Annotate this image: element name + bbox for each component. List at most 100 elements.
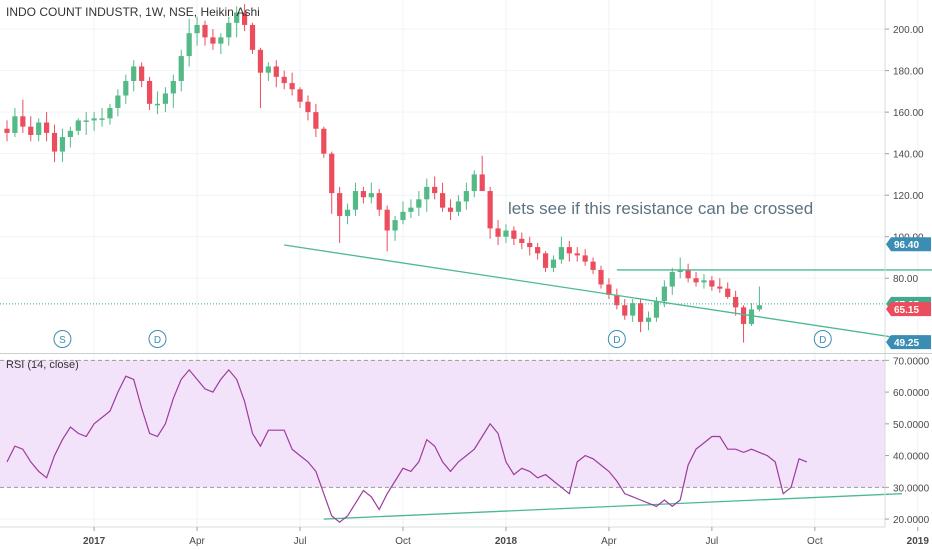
candle-down bbox=[590, 257, 596, 275]
dividend-marker[interactable]: D bbox=[813, 330, 832, 348]
candle-body bbox=[202, 24, 208, 38]
candle-body bbox=[360, 191, 366, 198]
time-axis[interactable]: 2017AprJulOct2018AprJulOct2019Apr bbox=[83, 527, 932, 547]
candle-body bbox=[162, 93, 168, 104]
candle-body bbox=[542, 253, 549, 268]
candle-body bbox=[408, 207, 414, 212]
candle-body bbox=[709, 280, 715, 287]
dividend-marker[interactable]: D bbox=[607, 330, 626, 348]
candle-down bbox=[28, 116, 34, 142]
candle-down bbox=[337, 186, 343, 243]
candle-up bbox=[424, 178, 430, 212]
candle-body bbox=[384, 209, 390, 231]
candle-down bbox=[542, 251, 549, 273]
candle-body bbox=[123, 80, 129, 96]
candle-body bbox=[186, 33, 192, 57]
candle-down bbox=[20, 99, 26, 133]
candle-body bbox=[249, 24, 256, 50]
candle-body bbox=[44, 122, 50, 133]
candle-body bbox=[392, 220, 398, 231]
rsi-axis[interactable]: 20.0000 30.0000 40.0000 50.0000 60.0000 70.00… bbox=[885, 356, 930, 526]
candle-down bbox=[685, 263, 691, 283]
rsi-bound-lines bbox=[0, 359, 885, 488]
candle-down bbox=[360, 186, 366, 204]
candle-body bbox=[487, 191, 493, 229]
candle-body bbox=[424, 186, 430, 200]
candle-up bbox=[75, 118, 81, 135]
candle-up bbox=[416, 191, 422, 216]
candle-body bbox=[701, 280, 707, 283]
trendlines[interactable] bbox=[284, 244, 932, 520]
candle-body bbox=[139, 66, 145, 81]
candle-body bbox=[535, 247, 541, 254]
marker-letter: D bbox=[819, 335, 826, 346]
price-tick-label: 180.00 bbox=[893, 67, 924, 78]
candle-body bbox=[329, 153, 335, 194]
rsi-line bbox=[6, 368, 808, 523]
annotation-text[interactable]: lets see if this resistance can be cross… bbox=[508, 199, 813, 218]
candle-down bbox=[273, 60, 279, 88]
dividend-marker[interactable]: D bbox=[148, 330, 167, 348]
candle-up bbox=[368, 182, 374, 204]
candle-up bbox=[186, 18, 192, 67]
candle-body bbox=[550, 259, 557, 268]
candle-up bbox=[36, 118, 42, 142]
candle-down bbox=[242, 4, 248, 32]
split-marker[interactable]: S bbox=[53, 330, 72, 348]
candle-down bbox=[606, 278, 612, 300]
price-tag-label: 65.15 bbox=[894, 305, 919, 316]
candle-body bbox=[20, 116, 26, 127]
price-tag: 96.40 bbox=[886, 237, 931, 252]
candle-down bbox=[440, 182, 446, 212]
candle-body bbox=[51, 132, 58, 152]
candle-body bbox=[368, 193, 374, 198]
candle-down bbox=[376, 188, 382, 216]
candle-down bbox=[574, 247, 580, 262]
candle-up bbox=[455, 195, 462, 216]
candle-down bbox=[139, 62, 145, 88]
candle-up bbox=[123, 74, 129, 104]
candle-down bbox=[384, 205, 390, 252]
candle-up bbox=[91, 112, 97, 131]
candle-body bbox=[653, 301, 660, 318]
rsi-support-line[interactable] bbox=[323, 493, 902, 520]
candles bbox=[4, 4, 762, 343]
candle-body bbox=[463, 191, 469, 202]
candle-up bbox=[701, 274, 707, 289]
support-line[interactable] bbox=[284, 244, 903, 340]
candle-body bbox=[59, 137, 66, 152]
candle-down bbox=[598, 265, 604, 289]
symbol-title: INDO COUNT INDUSTR, 1W, NSE, Heikin Ashi bbox=[6, 5, 260, 19]
candle-body bbox=[503, 230, 509, 237]
candle-body bbox=[305, 101, 311, 113]
candle-body bbox=[685, 269, 691, 279]
time-tick-label: Jul bbox=[294, 536, 307, 547]
candle-up bbox=[677, 257, 683, 279]
candle-down bbox=[210, 29, 216, 50]
candle-body bbox=[273, 66, 279, 77]
candle-body bbox=[99, 118, 105, 120]
candle-down bbox=[709, 276, 715, 291]
candle-body bbox=[740, 307, 747, 324]
candle-body bbox=[265, 66, 271, 73]
candle-body bbox=[717, 286, 723, 289]
rsi-title: RSI (14, close) bbox=[6, 359, 79, 371]
price-tag-label: 96.40 bbox=[894, 240, 919, 251]
candle-body bbox=[83, 120, 89, 122]
candle-up bbox=[463, 182, 469, 210]
candle-body bbox=[400, 211, 406, 221]
time-tick-label: Apr bbox=[601, 536, 617, 547]
candle-up bbox=[558, 236, 564, 264]
candle-body bbox=[28, 126, 34, 135]
candle-up bbox=[170, 74, 176, 108]
chart-frame bbox=[0, 0, 932, 528]
candle-body bbox=[519, 238, 525, 243]
candle-body bbox=[725, 288, 731, 297]
candle-body bbox=[289, 83, 295, 90]
candle-body bbox=[226, 22, 232, 38]
candle-down bbox=[447, 199, 454, 221]
